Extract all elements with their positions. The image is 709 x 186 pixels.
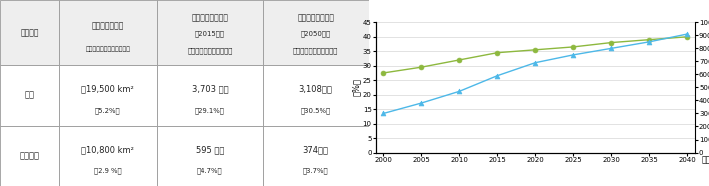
Text: リスク地域内人口: リスク地域内人口 xyxy=(191,14,228,23)
Bar xyxy=(59,65,157,126)
Text: （4.7%）: （4.7%） xyxy=(197,168,223,174)
Bar xyxy=(0,126,59,186)
Text: 対象災害: 対象災害 xyxy=(20,28,39,37)
Bar xyxy=(157,65,263,126)
Bar xyxy=(0,0,59,65)
Bar xyxy=(263,126,369,186)
Text: （国土面積に対する割合）: （国土面積に対する割合） xyxy=(85,46,130,52)
Text: （2050年）: （2050年） xyxy=(301,31,331,37)
Bar xyxy=(59,126,157,186)
Text: 土砂災害: 土砂災害 xyxy=(19,151,40,160)
Y-axis label: （%）: （%） xyxy=(352,78,361,96)
Text: （2015年）: （2015年） xyxy=(195,31,225,37)
Text: 約10,800 km²: 約10,800 km² xyxy=(82,145,134,154)
Bar xyxy=(157,126,263,186)
Bar xyxy=(0,65,59,126)
Text: （全人口に対する割合）: （全人口に対する割合） xyxy=(293,47,338,54)
Text: 3,108万人: 3,108万人 xyxy=(298,85,333,94)
Text: 374万人: 374万人 xyxy=(303,145,329,154)
Text: 3,703 万人: 3,703 万人 xyxy=(191,85,228,94)
Text: （2.9 %）: （2.9 %） xyxy=(94,168,122,174)
Text: （年）: （年） xyxy=(701,155,709,164)
Text: （29.1%）: （29.1%） xyxy=(195,107,225,114)
Text: 595 万人: 595 万人 xyxy=(196,145,224,154)
Text: （5.2%）: （5.2%） xyxy=(95,107,121,114)
Text: リスク地域内人口: リスク地域内人口 xyxy=(297,14,334,23)
Bar xyxy=(263,0,369,65)
Text: 約19,500 km²: 約19,500 km² xyxy=(82,85,134,94)
Bar xyxy=(157,0,263,65)
Bar xyxy=(263,65,369,126)
Text: （30.5%）: （30.5%） xyxy=(301,107,331,114)
Text: リスク地域面積: リスク地域面積 xyxy=(91,22,124,31)
Text: （全人口に対する割合）: （全人口に対する割合） xyxy=(187,47,233,54)
Text: （3.7%）: （3.7%） xyxy=(303,168,328,174)
Text: 洪水: 洪水 xyxy=(24,91,35,100)
Bar xyxy=(59,0,157,65)
